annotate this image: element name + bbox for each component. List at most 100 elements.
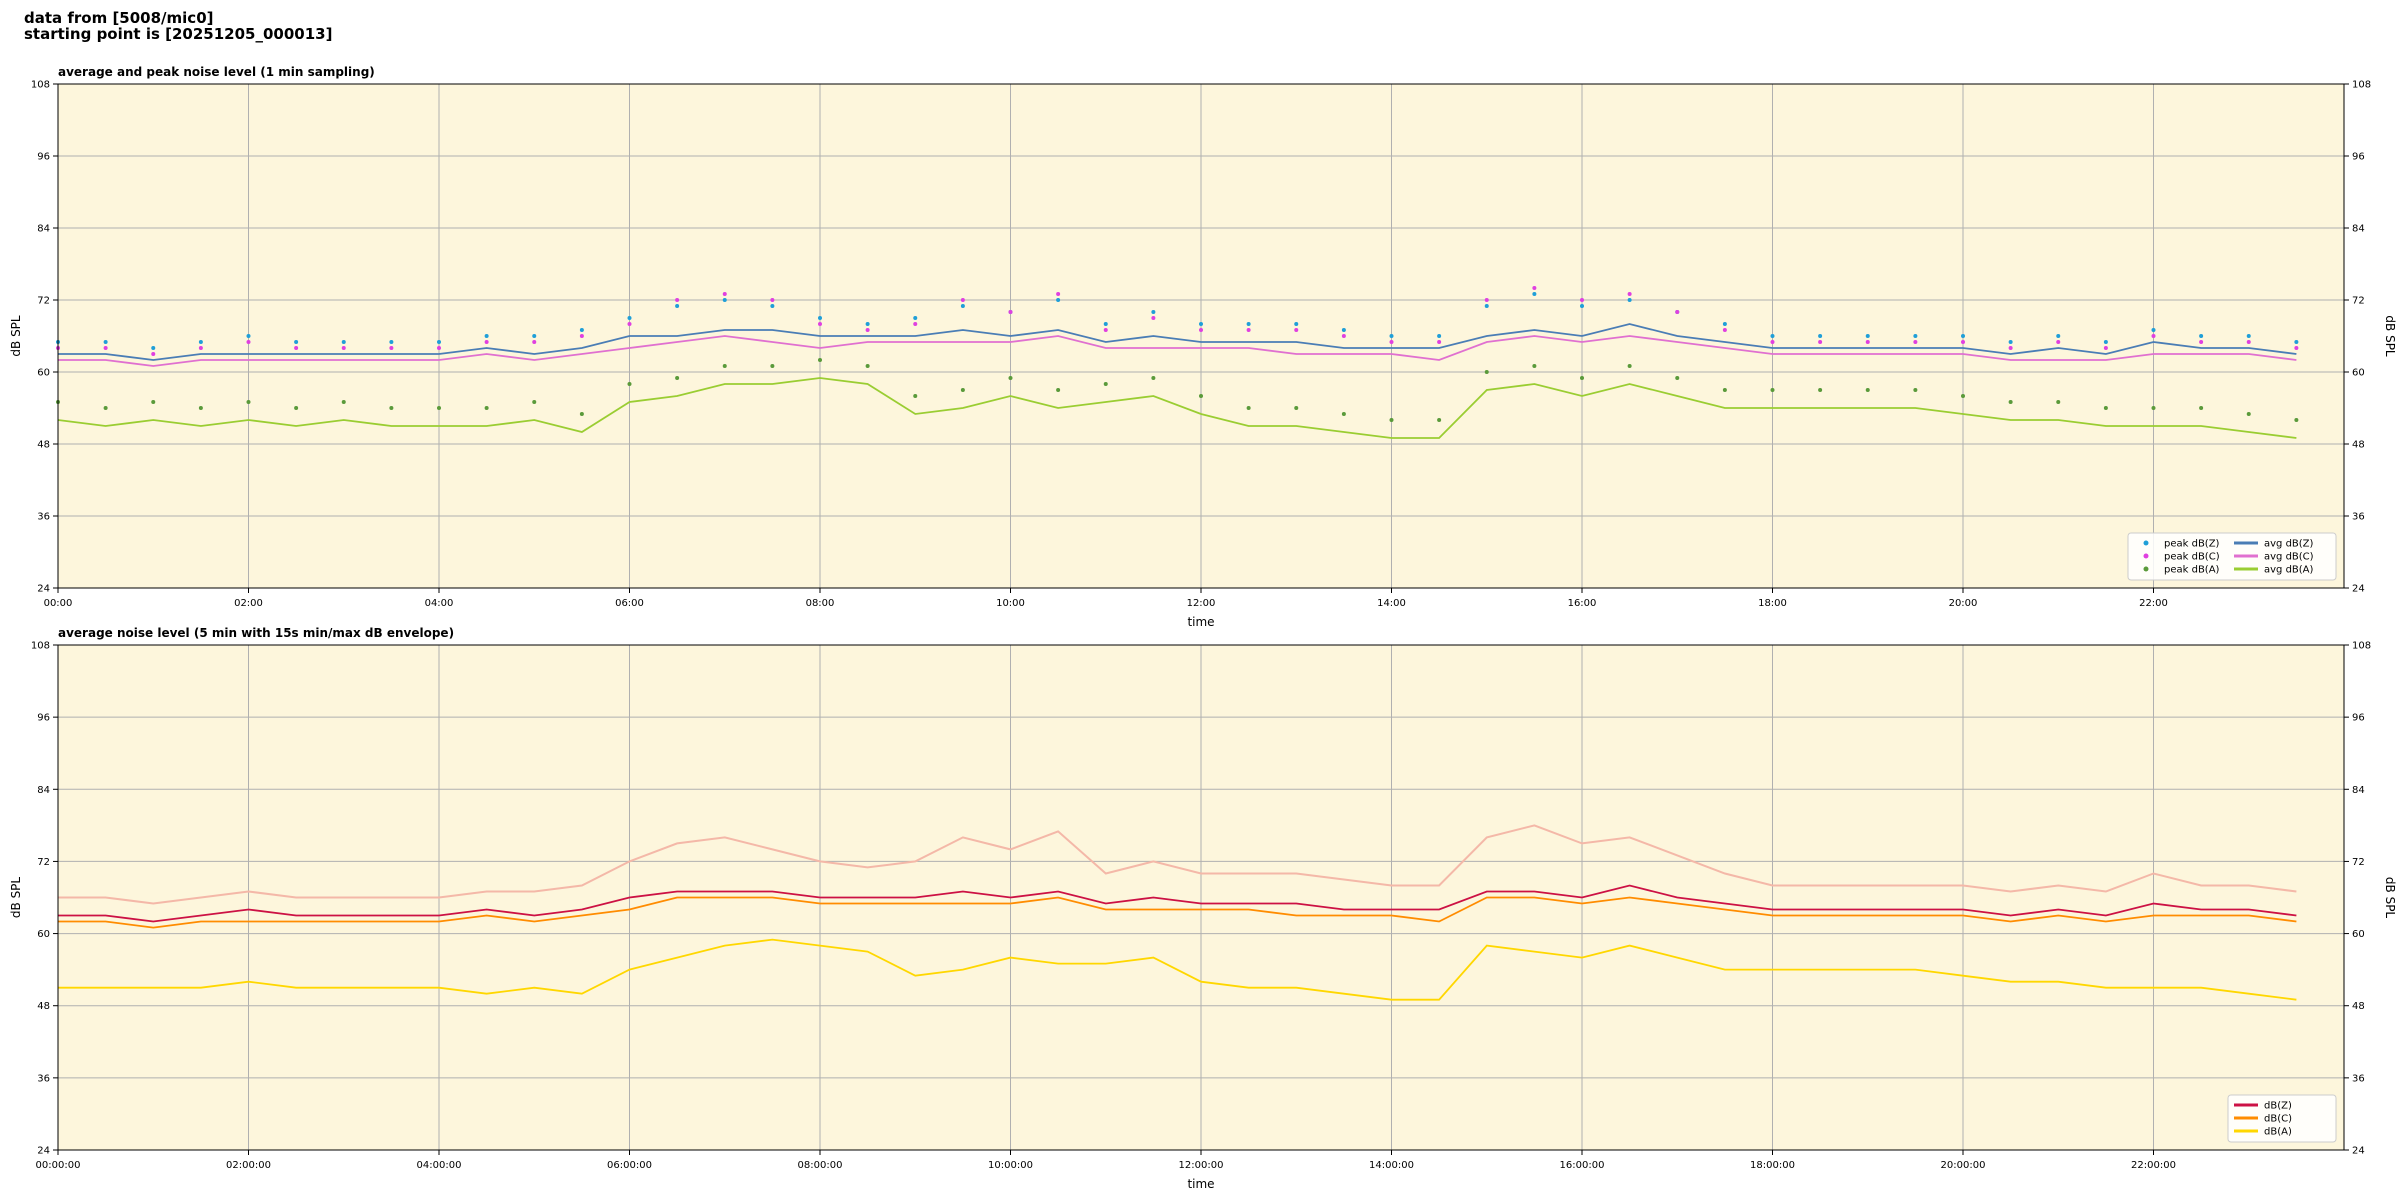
x-tick-label: 14:00:00 (1369, 1160, 1414, 1171)
legend-swatch (2143, 553, 2149, 559)
header-start: starting point is [20251205_000013] (24, 25, 332, 43)
x-tick-label: 12:00:00 (1179, 1160, 1224, 1171)
peak-point (1484, 298, 1489, 302)
peak-point (1246, 322, 1251, 326)
peak-point (437, 346, 441, 350)
peak-point (1770, 334, 1775, 338)
legend-label: dB(Z) (2264, 1101, 2292, 1112)
peak-point (1008, 376, 1013, 380)
x-tick-label: 04:00:00 (417, 1160, 462, 1171)
peak-point (1199, 322, 1203, 326)
y-tick-label-right: 108 (2352, 641, 2371, 652)
peak-point (1818, 334, 1823, 338)
chart-title: average and peak noise level (1 min samp… (58, 65, 375, 79)
peak-point (2056, 334, 2061, 338)
peak-point (389, 406, 394, 410)
legend-box (2127, 532, 2337, 581)
header-source: data from [5008/mic0] (24, 9, 214, 27)
peak-point (484, 406, 489, 410)
y-tick-label-right: 72 (2352, 857, 2365, 868)
peak-point (246, 340, 251, 344)
x-tick-label: 18:00:00 (1750, 1160, 1795, 1171)
x-tick-label: 04:00 (425, 598, 454, 609)
plot-frame (57, 83, 2345, 589)
y-tick-label: 108 (31, 80, 50, 91)
peak-point (1246, 406, 1251, 410)
y-tick-label-right: 84 (2352, 224, 2365, 235)
peak-point (1199, 394, 1203, 398)
peak-point (770, 364, 775, 368)
legend-label: avg dB(A) (2264, 565, 2314, 576)
peak-point (294, 406, 299, 410)
peak-point (103, 406, 108, 410)
x-tick-label: 12:00 (1187, 598, 1216, 609)
peak-point (1484, 304, 1489, 308)
x-tick-label: 02:00 (234, 598, 263, 609)
peak-point (2103, 340, 2108, 344)
peak-point (246, 400, 251, 404)
y-tick-label: 60 (37, 929, 50, 940)
peak-point (1627, 364, 1632, 368)
peak-point (818, 358, 822, 362)
peak-point (1532, 292, 1537, 296)
x-tick-label: 06:00:00 (607, 1160, 652, 1171)
peak-point (1818, 388, 1823, 392)
peak-point (770, 298, 775, 302)
x-tick-label: 00:00 (44, 598, 73, 609)
peak-point (2008, 340, 2013, 344)
peak-point (1913, 388, 1918, 392)
peak-point (2199, 340, 2204, 344)
peak-point (1580, 376, 1584, 380)
legend-label: avg dB(Z) (2264, 539, 2314, 550)
peak-point (627, 322, 632, 326)
peak-point (1294, 406, 1299, 410)
y-axis-label-right: dB SPL (2383, 315, 2397, 357)
peak-point (579, 328, 584, 332)
legend-label: avg dB(C) (2264, 552, 2314, 563)
peak-point (913, 316, 918, 320)
peak-point (2294, 340, 2299, 344)
peak-point (341, 340, 346, 344)
peak-point (627, 316, 632, 320)
y-tick-label-right: 36 (2352, 1073, 2365, 1084)
peak-point (1913, 334, 1918, 338)
peak-point (2246, 334, 2251, 338)
peak-point (2246, 412, 2251, 416)
peak-point (2151, 406, 2156, 410)
x-tick-label: 20:00 (1949, 598, 1978, 609)
x-tick-label: 10:00 (996, 598, 1025, 609)
y-tick-label: 36 (37, 1073, 50, 1084)
peak-point (865, 328, 870, 332)
y-tick-label: 72 (37, 857, 50, 868)
peak-point (818, 316, 822, 320)
peak-point (294, 340, 299, 344)
peak-point (2008, 400, 2013, 404)
peak-point (2056, 340, 2061, 344)
peak-point (1389, 334, 1394, 338)
peak-point (437, 406, 441, 410)
peak-point (1865, 340, 1870, 344)
legend-swatch (2143, 540, 2149, 546)
y-tick-label-right: 84 (2352, 785, 2365, 796)
legend-label: dB(C) (2264, 1114, 2292, 1125)
y-axis-label-right: dB SPL (2383, 877, 2397, 919)
x-tick-label: 14:00 (1377, 598, 1406, 609)
peak-point (2294, 418, 2299, 422)
chart-title: average noise level (5 min with 15s min/… (58, 626, 454, 640)
x-axis-label: time (1187, 1177, 1214, 1191)
x-tick-label: 16:00:00 (1560, 1160, 1605, 1171)
peak-point (1770, 388, 1775, 392)
y-axis-label: dB SPL (9, 315, 23, 357)
plot-frame (57, 644, 2345, 1151)
peak-point (1056, 298, 1061, 302)
y-tick-label-right: 24 (2352, 584, 2365, 595)
x-tick-label: 08:00 (806, 598, 835, 609)
y-tick-label: 84 (37, 785, 50, 796)
peak-point (2056, 400, 2061, 404)
peak-point (913, 322, 918, 326)
y-tick-label: 96 (37, 152, 50, 163)
peak-point (770, 304, 775, 308)
peak-point (2199, 334, 2204, 338)
peak-point (1865, 388, 1870, 392)
